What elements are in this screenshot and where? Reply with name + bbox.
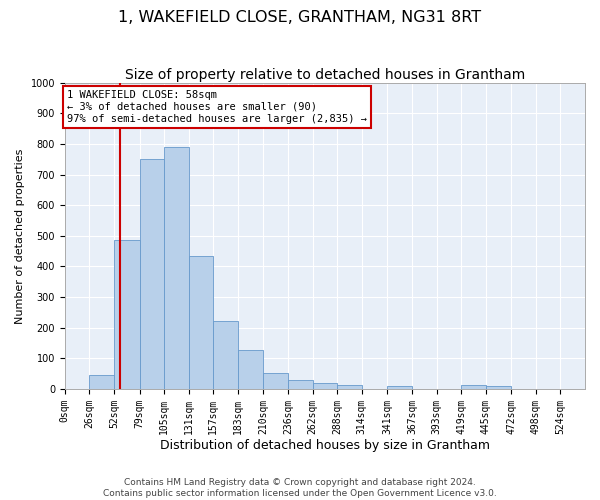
Bar xyxy=(288,380,313,389)
Bar xyxy=(388,386,412,389)
Bar xyxy=(114,240,140,389)
Text: Contains HM Land Registry data © Crown copyright and database right 2024.
Contai: Contains HM Land Registry data © Crown c… xyxy=(103,478,497,498)
Bar xyxy=(461,386,485,389)
X-axis label: Distribution of detached houses by size in Grantham: Distribution of detached houses by size … xyxy=(160,440,490,452)
Bar xyxy=(164,147,188,389)
Text: 1, WAKEFIELD CLOSE, GRANTHAM, NG31 8RT: 1, WAKEFIELD CLOSE, GRANTHAM, NG31 8RT xyxy=(118,10,482,25)
Bar xyxy=(140,159,164,389)
Bar xyxy=(337,386,362,389)
Bar xyxy=(238,350,263,389)
Bar xyxy=(313,384,337,389)
Text: 1 WAKEFIELD CLOSE: 58sqm
← 3% of detached houses are smaller (90)
97% of semi-de: 1 WAKEFIELD CLOSE: 58sqm ← 3% of detache… xyxy=(67,90,367,124)
Bar xyxy=(485,386,511,389)
Bar xyxy=(89,375,114,389)
Bar xyxy=(263,373,288,389)
Bar xyxy=(213,321,238,389)
Y-axis label: Number of detached properties: Number of detached properties xyxy=(15,148,25,324)
Bar xyxy=(188,256,213,389)
Title: Size of property relative to detached houses in Grantham: Size of property relative to detached ho… xyxy=(125,68,525,82)
